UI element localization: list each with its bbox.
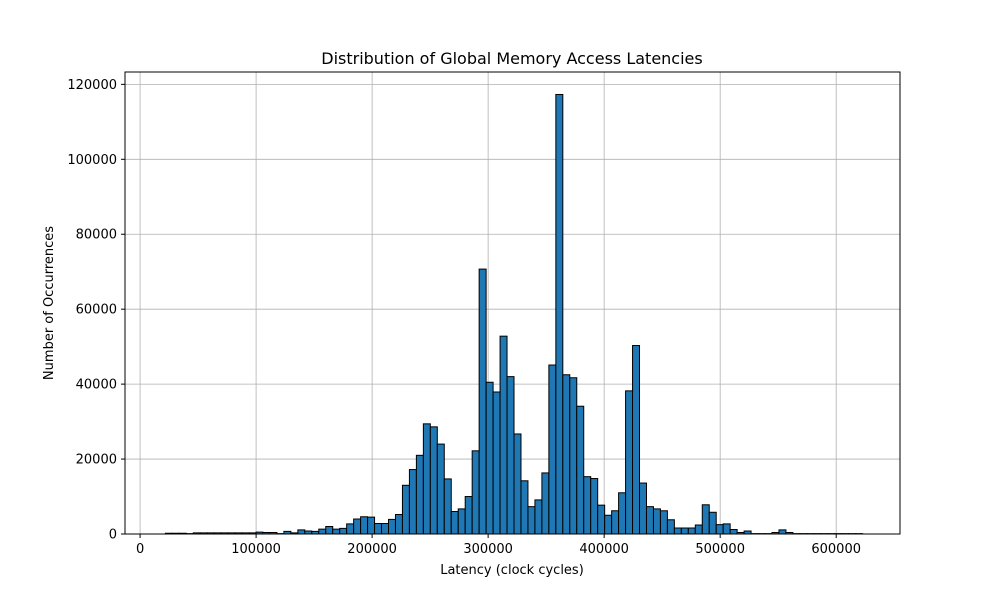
histogram-bar xyxy=(577,406,584,534)
histogram-bar xyxy=(626,391,633,534)
histogram-bar xyxy=(535,500,542,534)
x-tick-label: 600000 xyxy=(811,542,861,557)
histogram-bar xyxy=(347,524,354,534)
histogram-bar xyxy=(472,451,479,534)
histogram-bar xyxy=(298,530,305,534)
histogram-bar xyxy=(695,525,702,534)
histogram-bar xyxy=(326,527,333,534)
histogram-bar xyxy=(528,507,535,534)
histogram-bar xyxy=(340,528,347,534)
histogram-bar xyxy=(416,455,423,534)
x-axis-label: Latency (clock cycles) xyxy=(440,563,584,578)
histogram-bar xyxy=(688,528,695,534)
x-tick-label: 500000 xyxy=(695,542,745,557)
histogram-bar xyxy=(542,473,549,534)
histogram-bar xyxy=(563,375,570,534)
x-tick-label: 200000 xyxy=(347,542,397,557)
histogram-bar xyxy=(444,479,451,534)
y-tick-label: 120000 xyxy=(67,78,117,93)
histogram-bar xyxy=(605,515,612,534)
x-tick-label: 0 xyxy=(136,542,144,557)
histogram-bar xyxy=(646,507,653,534)
histogram-bar xyxy=(612,511,619,534)
y-axis-label: Number of Occurrences xyxy=(42,226,57,380)
histogram-bar xyxy=(423,424,430,534)
histogram-bar xyxy=(458,509,465,534)
histogram-bar xyxy=(375,524,382,534)
histogram-bar xyxy=(702,505,709,534)
histogram-bar xyxy=(361,517,368,534)
histogram-bar xyxy=(619,493,626,534)
histogram-bar xyxy=(570,378,577,534)
histogram-bar xyxy=(389,519,396,534)
histogram-bar xyxy=(598,505,605,534)
histogram-bar xyxy=(493,392,500,534)
histogram-bar xyxy=(319,529,326,534)
histogram-bar xyxy=(507,377,514,534)
histogram-bar xyxy=(723,524,730,534)
y-tick-label: 0 xyxy=(109,528,117,543)
histogram-bar xyxy=(674,528,681,534)
histogram-bar xyxy=(368,517,375,534)
histogram-bar xyxy=(479,269,486,534)
chart-title: Distribution of Global Memory Access Lat… xyxy=(321,49,702,68)
histogram-bar xyxy=(591,479,598,534)
y-tick-label: 20000 xyxy=(76,453,117,468)
histogram-bar xyxy=(402,485,409,534)
histogram-bar xyxy=(382,524,389,534)
histogram-bar xyxy=(709,512,716,534)
histogram-bar xyxy=(633,346,640,534)
y-tick-label: 80000 xyxy=(76,228,117,243)
y-tick-label: 60000 xyxy=(76,303,117,318)
histogram-bar xyxy=(409,470,416,534)
histogram-bar xyxy=(716,525,723,534)
histogram-bar xyxy=(521,481,528,534)
histogram-bar xyxy=(395,515,402,534)
x-tick-label: 100000 xyxy=(231,542,281,557)
histogram-bar xyxy=(779,530,786,534)
histogram-bar xyxy=(500,336,507,534)
histogram-bar xyxy=(451,512,458,534)
x-tick-label: 300000 xyxy=(463,542,513,557)
histogram-bar xyxy=(430,427,437,534)
histogram-bar xyxy=(486,382,493,534)
histogram-bar xyxy=(667,520,674,534)
histogram-bar xyxy=(640,483,647,534)
histogram-bar xyxy=(514,434,521,534)
histogram-bar xyxy=(354,519,361,534)
histogram-bar xyxy=(556,94,563,534)
histogram-bar xyxy=(465,497,472,534)
histogram-bar xyxy=(549,365,556,534)
y-tick-label: 100000 xyxy=(67,153,117,168)
histogram-bar xyxy=(333,529,340,534)
histogram-bar xyxy=(653,509,660,534)
histogram-bar xyxy=(660,511,667,534)
histogram-bar xyxy=(584,477,591,534)
histogram-bar xyxy=(437,444,444,534)
histogram-bar xyxy=(681,528,688,534)
y-tick-label: 40000 xyxy=(76,378,117,393)
histogram-bar xyxy=(730,530,737,534)
x-tick-label: 400000 xyxy=(579,542,629,557)
